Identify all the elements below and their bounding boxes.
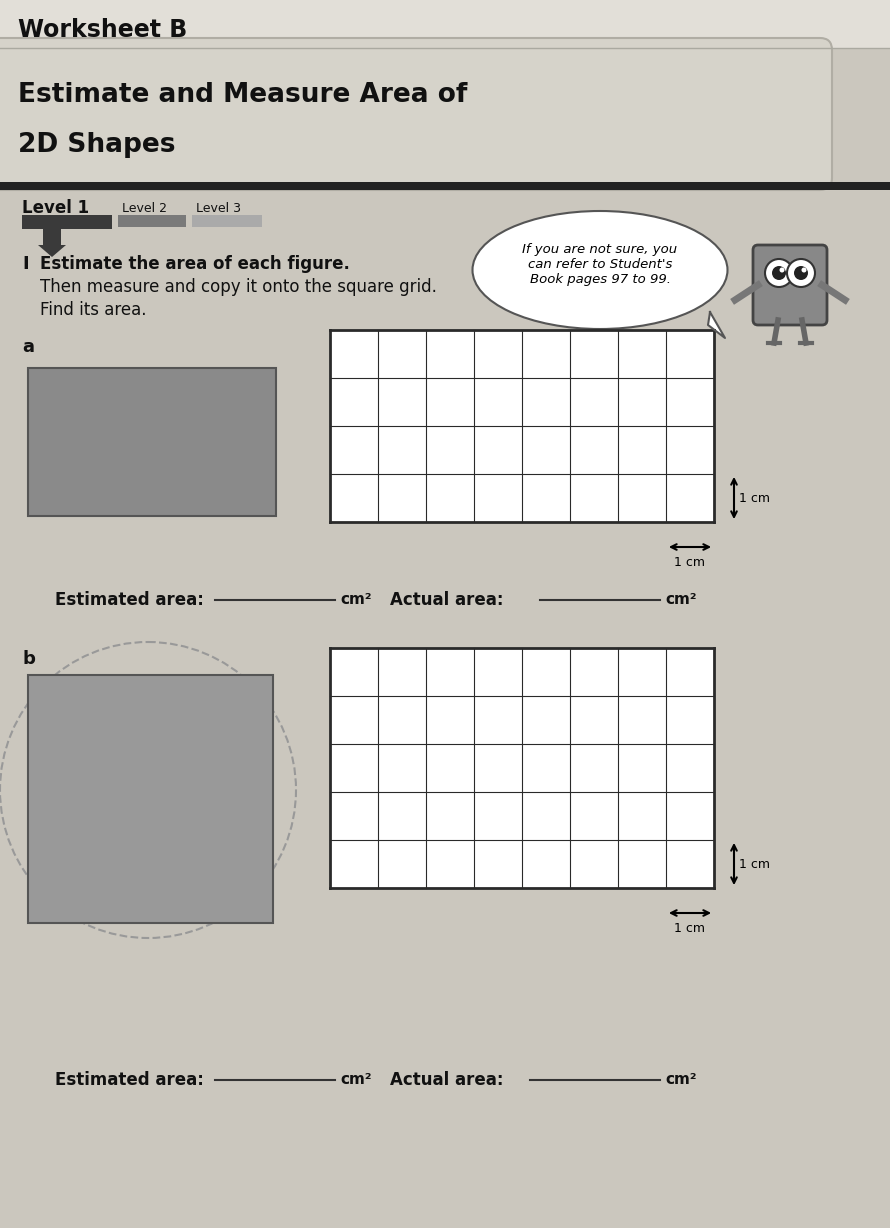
Text: Actual area:: Actual area: — [390, 591, 509, 609]
Circle shape — [794, 266, 808, 280]
Circle shape — [772, 266, 786, 280]
Text: Estimate the area of each figure.: Estimate the area of each figure. — [40, 255, 350, 273]
Text: Estimated area:: Estimated area: — [55, 1071, 210, 1089]
Text: 1 cm: 1 cm — [675, 556, 706, 570]
Text: cm²: cm² — [340, 592, 371, 608]
Bar — [28, 368, 276, 516]
Bar — [0, 0, 890, 48]
Text: 1 cm: 1 cm — [739, 491, 770, 505]
Text: b: b — [22, 650, 35, 668]
Text: 1 cm: 1 cm — [739, 857, 770, 871]
Bar — [0, 182, 890, 190]
Text: Estimated area:: Estimated area: — [55, 591, 210, 609]
Ellipse shape — [473, 211, 727, 329]
Text: Worksheet B: Worksheet B — [18, 18, 187, 42]
FancyBboxPatch shape — [753, 246, 827, 325]
Text: If you are not sure, you
can refer to Student's
Book pages 97 to 99.: If you are not sure, you can refer to St… — [522, 243, 677, 286]
Text: cm²: cm² — [665, 1072, 697, 1088]
Text: 2D Shapes: 2D Shapes — [18, 131, 175, 158]
Circle shape — [780, 268, 784, 273]
Bar — [118, 215, 186, 227]
Text: cm²: cm² — [340, 1072, 371, 1088]
Bar — [330, 330, 714, 522]
Text: 1 cm: 1 cm — [675, 922, 706, 936]
Circle shape — [765, 259, 793, 287]
Bar — [192, 215, 262, 227]
Bar — [28, 675, 273, 923]
Bar — [330, 648, 714, 888]
Text: I: I — [22, 255, 28, 273]
Text: Then measure and copy it onto the square grid.: Then measure and copy it onto the square… — [40, 278, 437, 296]
Circle shape — [787, 259, 815, 287]
Polygon shape — [708, 312, 725, 338]
FancyArrow shape — [38, 228, 66, 257]
Text: Actual area:: Actual area: — [390, 1071, 509, 1089]
Circle shape — [802, 268, 806, 273]
FancyBboxPatch shape — [0, 38, 832, 190]
Text: cm²: cm² — [665, 592, 697, 608]
Text: Level 1: Level 1 — [22, 199, 89, 217]
Text: Estimate and Measure Area of: Estimate and Measure Area of — [18, 82, 467, 108]
Text: a: a — [22, 338, 34, 356]
Text: Find its area.: Find its area. — [40, 301, 147, 319]
Text: Level 2: Level 2 — [122, 201, 167, 215]
Bar — [22, 215, 112, 228]
Text: Level 3: Level 3 — [196, 201, 241, 215]
